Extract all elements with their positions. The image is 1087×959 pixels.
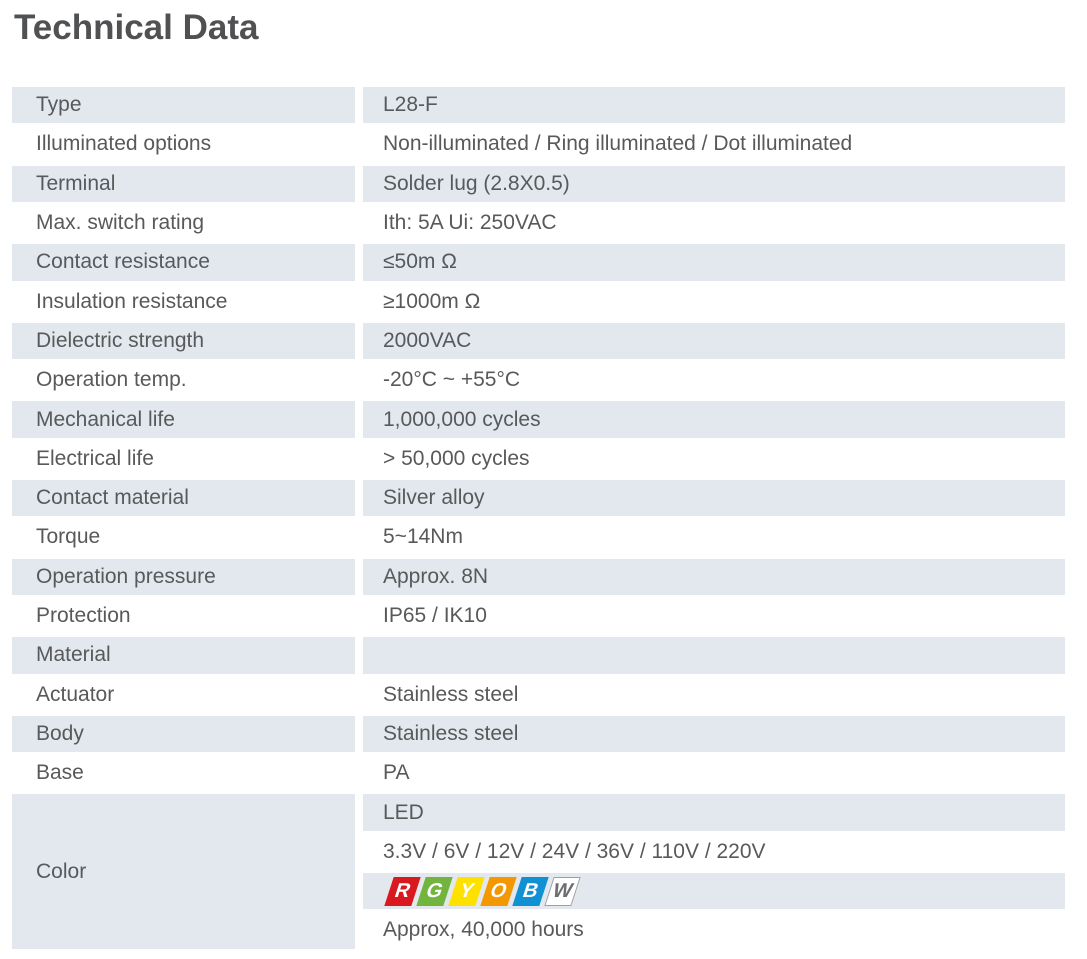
technical-data-table: Type L28-F Illuminated options Non-illum…	[12, 87, 1065, 949]
spec-label: Terminal	[12, 165, 355, 202]
spec-value: Non-illuminated / Ring illuminated / Dot…	[383, 132, 853, 156]
spec-value: Stainless steel	[363, 715, 1065, 753]
spec-label: Contact material	[12, 479, 355, 517]
spec-label: Operation temp.	[36, 368, 187, 392]
led-color-green-badge: G	[416, 876, 453, 906]
spec-label: Material	[12, 637, 355, 674]
spec-value: -20°C ~ +55°C	[383, 368, 521, 392]
spec-value	[363, 637, 1065, 674]
spec-label: Type	[12, 87, 355, 124]
spec-label: Max. switch rating	[36, 211, 205, 235]
spec-label: Insulation resistance	[36, 289, 228, 313]
spec-label: Contact resistance	[12, 244, 355, 281]
spec-value: ≤50m Ω	[363, 244, 1065, 281]
led-subrow: LED	[363, 794, 1065, 831]
spec-label: Illuminated options	[36, 132, 212, 156]
spec-value: Stainless steel	[383, 682, 519, 706]
spec-row-type: Type L28-F	[12, 87, 1065, 124]
spec-value: Ith: 5A Ui: 250VAC	[383, 211, 557, 235]
led-color-orange-badge: O	[480, 876, 517, 906]
spec-value: IP65 / IK10	[383, 604, 487, 628]
spec-value: > 50,000 cycles	[383, 446, 530, 470]
spec-label: Protection	[36, 604, 131, 628]
led-color-yellow-badge: Y	[448, 876, 485, 906]
spec-label: Color	[12, 794, 355, 949]
spec-row-base: Base PA	[12, 755, 1065, 791]
spec-value: Approx. 8N	[363, 558, 1065, 595]
spec-row-electrical-life: Electrical life > 50,000 cycles	[12, 441, 1065, 477]
spec-row-insulation-resistance: Insulation resistance ≥1000m Ω	[12, 283, 1065, 319]
spec-row-operation-pressure: Operation pressure Approx. 8N	[12, 558, 1065, 595]
spec-label: Body	[12, 715, 355, 753]
spec-row-contact-resistance: Contact resistance ≤50m Ω	[12, 244, 1065, 281]
spec-label: Torque	[36, 525, 101, 549]
spec-value: Solder lug (2.8X0.5)	[363, 165, 1065, 202]
spec-row-terminal: Terminal Solder lug (2.8X0.5)	[12, 165, 1065, 202]
spec-row-max-switch-rating: Max. switch rating Ith: 5A Ui: 250VAC	[12, 205, 1065, 241]
led-color-badges: R G Y O B W	[383, 876, 581, 906]
spec-label: Dielectric strength	[12, 322, 355, 360]
spec-label: Actuator	[36, 682, 115, 706]
spec-row-color: Color LED 3.3V / 6V / 12V / 24V / 36V / …	[12, 794, 1065, 949]
spec-label: Base	[36, 761, 84, 785]
led-color-red-badge: R	[384, 876, 421, 906]
spec-label: Operation pressure	[12, 558, 355, 595]
spec-row-material: Material	[12, 637, 1065, 674]
spec-row-protection: Protection IP65 / IK10	[12, 598, 1065, 634]
page-title: Technical Data	[14, 8, 259, 47]
led-color-white-badge: W	[544, 876, 581, 906]
spec-row-operation-temp: Operation temp. -20°C ~ +55°C	[12, 362, 1065, 398]
color-subrows: LED 3.3V / 6V / 12V / 24V / 36V / 110V /…	[363, 794, 1065, 948]
spec-value: Silver alloy	[363, 479, 1065, 517]
spec-row-contact-material: Contact material Silver alloy	[12, 479, 1065, 517]
led-voltages-subrow: 3.3V / 6V / 12V / 24V / 36V / 110V / 220…	[383, 839, 766, 863]
spec-row-illuminated-options: Illuminated options Non-illuminated / Ri…	[12, 126, 1065, 162]
spec-value: L28-F	[363, 87, 1065, 124]
spec-row-mechanical-life: Mechanical life 1,000,000 cycles	[12, 401, 1065, 438]
spec-value: 5~14Nm	[383, 525, 463, 549]
spec-row-torque: Torque 5~14Nm	[12, 519, 1065, 555]
led-lifetime-subrow: Approx, 40,000 hours	[383, 918, 584, 942]
spec-value: ≥1000m Ω	[383, 289, 481, 313]
spec-value: 1,000,000 cycles	[363, 401, 1065, 438]
spec-label: Mechanical life	[12, 401, 355, 438]
spec-row-body: Body Stainless steel	[12, 715, 1065, 753]
spec-rows: Type L28-F Illuminated options Non-illum…	[12, 87, 1065, 791]
spec-label: Electrical life	[36, 446, 154, 470]
led-colors-subrow: R G Y O B W	[363, 872, 1065, 910]
spec-value: PA	[383, 761, 410, 785]
led-color-blue-badge: B	[512, 876, 549, 906]
spec-row-dielectric-strength: Dielectric strength 2000VAC	[12, 322, 1065, 360]
spec-row-actuator: Actuator Stainless steel	[12, 676, 1065, 712]
spec-value: 2000VAC	[363, 322, 1065, 360]
